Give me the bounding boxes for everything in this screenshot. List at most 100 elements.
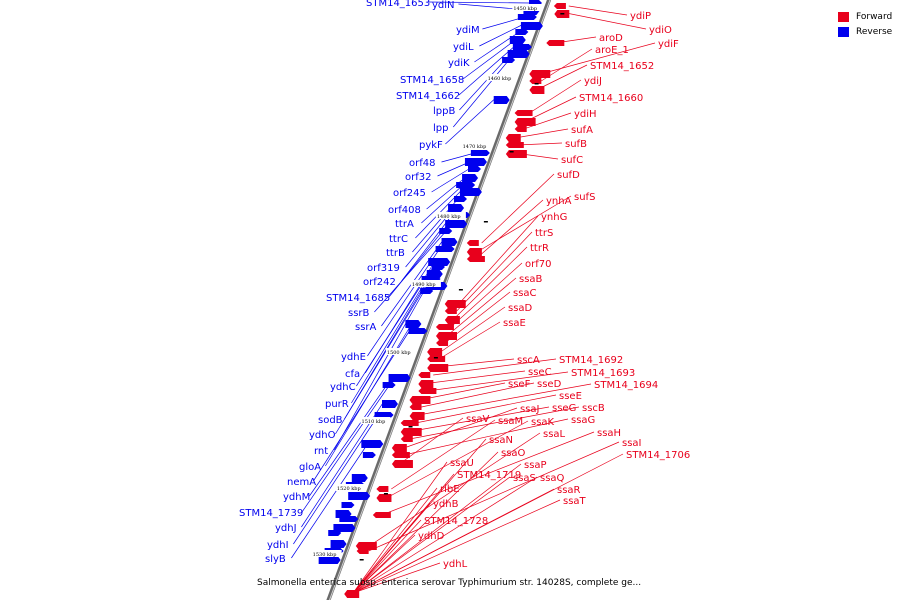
gene-label-ssef[interactable]: sseF xyxy=(508,379,531,390)
gene-label-ssrb[interactable]: ssrB xyxy=(348,308,370,319)
gene-label-ttrs[interactable]: ttrS xyxy=(535,228,553,239)
gene-label-ssan[interactable]: ssaN xyxy=(489,435,513,446)
gene-label-rnt[interactable]: rnt xyxy=(314,446,328,457)
gene-label-ttrc[interactable]: ttrC xyxy=(389,234,408,245)
gene-label-purr[interactable]: purR xyxy=(325,399,349,410)
gene-label-ydin[interactable]: ydiN xyxy=(432,0,455,11)
gene-label-ydhb[interactable]: ydhB xyxy=(433,499,459,510)
gene-label-ydij[interactable]: ydiJ xyxy=(584,76,602,87)
gene-label-ydhd[interactable]: ydhD xyxy=(418,531,445,542)
gene-label-ttrb[interactable]: ttrB xyxy=(386,248,405,259)
gene-label-ssao[interactable]: ssaO xyxy=(501,448,526,459)
reverse-gene-arrow xyxy=(520,22,543,30)
gene-label-sscb[interactable]: sscB xyxy=(582,403,605,414)
gene-leader-line xyxy=(450,262,523,328)
gene-label-ssaq[interactable]: ssaQ xyxy=(540,473,565,484)
gene-label-sufd[interactable]: sufD xyxy=(557,170,580,181)
gene-label-ssam[interactable]: ssaM xyxy=(498,416,523,427)
gene-label-ssal[interactable]: ssaL xyxy=(543,429,566,440)
gene-label-ssae[interactable]: ssaE xyxy=(503,318,526,329)
gene-label-stm14_1693[interactable]: STM14_1693 xyxy=(571,368,635,379)
gene-label-sufa[interactable]: sufA xyxy=(571,125,593,136)
gene-label-ttra[interactable]: ttrA xyxy=(395,219,414,230)
gene-label-orf408[interactable]: orf408 xyxy=(388,205,421,216)
gene-label-ssac[interactable]: ssaC xyxy=(513,288,537,299)
gene-label-sseg[interactable]: sseG xyxy=(552,403,576,414)
gene-label-ydho[interactable]: ydhO xyxy=(309,430,336,441)
reverse-gene-arrow xyxy=(462,174,479,182)
gene-label-ydhi[interactable]: ydhI xyxy=(267,540,289,551)
gene-label-ssec[interactable]: sseC xyxy=(528,367,552,378)
reverse-gene-arrow xyxy=(382,382,396,388)
gene-label-ssav[interactable]: ssaV xyxy=(466,414,490,425)
gene-label-stm14_1662[interactable]: STM14_1662 xyxy=(396,91,460,102)
gene-label-stm14_1739[interactable]: STM14_1739 xyxy=(239,508,303,519)
gene-label-ssca[interactable]: sscA xyxy=(517,355,540,366)
gene-label-ydhm[interactable]: ydhM xyxy=(283,492,310,503)
gene-label-ssag[interactable]: ssaG xyxy=(571,415,595,426)
gene-label-ssau[interactable]: ssaU xyxy=(450,458,474,469)
gene-label-gloa[interactable]: gloA xyxy=(299,462,321,473)
gene-label-lppb[interactable]: lppB xyxy=(433,106,455,117)
gene-label-ssad[interactable]: ssaD xyxy=(508,303,533,314)
gene-label-orf242[interactable]: orf242 xyxy=(363,277,396,288)
gene-label-ydik[interactable]: ydiK xyxy=(448,58,470,69)
gene-label-ssai[interactable]: ssaI xyxy=(622,438,642,449)
gene-label-orf48[interactable]: orf48 xyxy=(409,158,435,169)
gene-label-ydif[interactable]: ydiF xyxy=(658,39,679,50)
gene-label-ttrr[interactable]: ttrR xyxy=(530,243,549,254)
gene-label-ssah[interactable]: ssaH xyxy=(597,428,621,439)
gene-label-ydio[interactable]: ydiO xyxy=(649,25,672,36)
legend-forward-swatch xyxy=(838,11,849,22)
gene-label-stm14_1652[interactable]: STM14_1652 xyxy=(590,61,654,72)
gene-label-cfa[interactable]: cfa xyxy=(345,369,360,380)
gene-label-stm14_1719[interactable]: STM14_1719 xyxy=(457,470,521,481)
gene-label-ssed[interactable]: sseD xyxy=(537,379,562,390)
gene-label-pykf[interactable]: pykF xyxy=(419,140,443,151)
gene-label-stm14_1706[interactable]: STM14_1706 xyxy=(626,450,690,461)
gene-leader-line xyxy=(409,406,580,440)
gene-label-ydih[interactable]: ydiH xyxy=(574,109,597,120)
gene-label-ydhc[interactable]: ydhC xyxy=(330,382,356,393)
gene-label-ssar[interactable]: ssaR xyxy=(557,485,581,496)
gene-label-nema[interactable]: nemA xyxy=(287,477,316,488)
gene-label-ydim[interactable]: ydiM xyxy=(456,25,480,36)
gene-label-ynha[interactable]: ynhA xyxy=(546,196,572,207)
gene-label-sufs[interactable]: sufS xyxy=(574,192,595,203)
gene-label-lpp[interactable]: lpp xyxy=(433,123,448,134)
gene-label-stm14_1653[interactable]: STM14_1653 xyxy=(366,0,430,9)
gene-label-sufb[interactable]: sufB xyxy=(565,139,587,150)
gene-label-ssat[interactable]: ssaT xyxy=(563,496,587,507)
gene-label-stm14_1692[interactable]: STM14_1692 xyxy=(559,355,623,366)
gene-label-stm14_1658[interactable]: STM14_1658 xyxy=(400,75,464,86)
gene-label-orf70[interactable]: orf70 xyxy=(525,259,551,270)
gene-label-orf32[interactable]: orf32 xyxy=(405,172,431,183)
gene-label-ssap[interactable]: ssaP xyxy=(524,460,547,471)
gene-label-sufc[interactable]: sufC xyxy=(561,155,583,166)
gene-label-ssra[interactable]: ssrA xyxy=(355,322,377,333)
gene-label-aroe_1[interactable]: aroE_1 xyxy=(595,45,629,56)
gene-label-slyb[interactable]: slyB xyxy=(265,554,286,565)
gene-label-ssak[interactable]: ssaK xyxy=(531,417,555,428)
gene-label-stm14_1694[interactable]: STM14_1694 xyxy=(594,380,658,391)
gene-label-orf245[interactable]: orf245 xyxy=(393,188,426,199)
gene-label-ydip[interactable]: ydiP xyxy=(630,11,651,22)
gene-label-ydil[interactable]: ydiL xyxy=(453,42,474,53)
gene-label-ssee[interactable]: sseE xyxy=(559,391,582,402)
gene-label-ssab[interactable]: ssaB xyxy=(519,274,543,285)
gene-label-ssaj[interactable]: ssaJ xyxy=(520,404,540,415)
gene-label-stm14_1685[interactable]: STM14_1685 xyxy=(326,293,390,304)
gene-label-stm14_1728[interactable]: STM14_1728 xyxy=(424,516,488,527)
gene-label-ydhl[interactable]: ydhL xyxy=(443,559,468,570)
forward-gene-arrow xyxy=(435,332,457,340)
gene-label-ydhj[interactable]: ydhJ xyxy=(275,523,297,534)
gene-label-sodb[interactable]: sodB xyxy=(318,415,343,426)
gene-label-ribe[interactable]: ribE xyxy=(440,484,460,495)
gene-label-orf319[interactable]: orf319 xyxy=(367,263,400,274)
gene-label-ssas[interactable]: ssaS xyxy=(513,473,536,484)
gene-label-arod[interactable]: aroD xyxy=(599,33,623,44)
gene-label-ynhg[interactable]: ynhG xyxy=(541,212,567,223)
tick-label: 1490 kbp xyxy=(410,280,463,291)
gene-label-ydhe[interactable]: ydhE xyxy=(341,352,366,363)
gene-label-stm14_1660[interactable]: STM14_1660 xyxy=(579,93,643,104)
